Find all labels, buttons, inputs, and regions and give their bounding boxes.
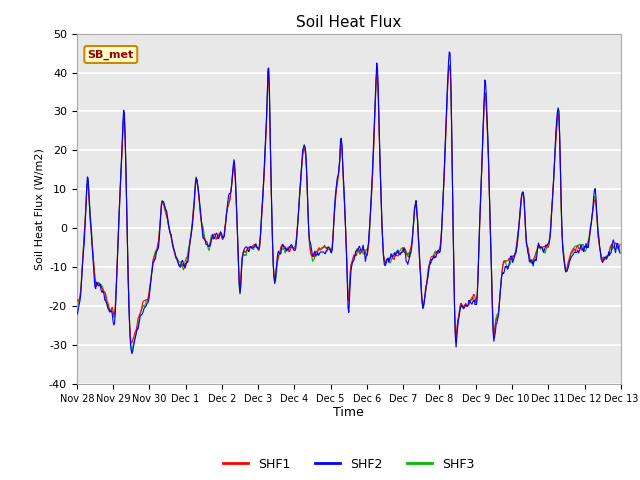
SHF1 [223, 208, 231, 214]
SHF1 [73, 298, 81, 303]
SHF2 [415, 247, 423, 252]
SHF2 [128, 351, 136, 357]
SHF3 [415, 246, 423, 252]
SHF1 [140, 299, 147, 304]
Legend: SHF1, SHF2, SHF3: SHF1, SHF2, SHF3 [218, 453, 480, 476]
X-axis label: Time: Time [333, 407, 364, 420]
SHF2 [83, 185, 90, 191]
SHF1 [431, 252, 439, 257]
SHF3 [140, 302, 147, 308]
Line: SHF2: SHF2 [77, 52, 620, 354]
SHF2 [140, 308, 147, 314]
SHF3 [445, 62, 453, 68]
SHF2 [616, 250, 624, 256]
SHF1 [445, 64, 453, 70]
SHF3 [616, 248, 624, 254]
SHF2 [73, 312, 81, 317]
SHF1 [415, 245, 423, 251]
Title: Soil Heat Flux: Soil Heat Flux [296, 15, 401, 30]
SHF3 [128, 348, 136, 354]
SHF1 [83, 189, 90, 195]
SHF2 [223, 205, 231, 211]
SHF3 [195, 190, 202, 195]
SHF3 [83, 189, 90, 195]
Text: SB_met: SB_met [88, 49, 134, 60]
SHF1 [616, 241, 624, 247]
SHF2 [431, 253, 439, 259]
Line: SHF1: SHF1 [77, 67, 620, 343]
SHF3 [223, 205, 231, 211]
Line: SHF3: SHF3 [77, 65, 620, 351]
SHF1 [195, 190, 202, 196]
SHF3 [431, 249, 439, 255]
SHF3 [73, 310, 81, 316]
SHF1 [127, 340, 135, 346]
SHF2 [195, 188, 202, 193]
Y-axis label: Soil Heat Flux (W/m2): Soil Heat Flux (W/m2) [35, 148, 45, 270]
SHF2 [445, 49, 453, 55]
